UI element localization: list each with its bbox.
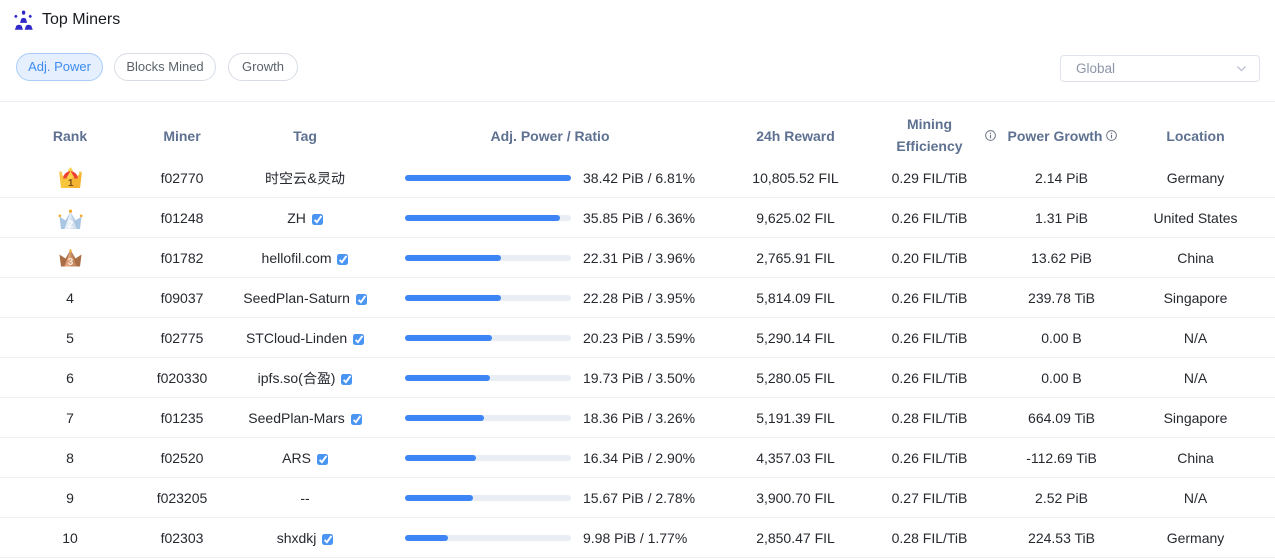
svg-text:1: 1	[67, 178, 73, 189]
svg-text:3: 3	[67, 257, 73, 267]
svg-text:2: 2	[67, 220, 73, 231]
